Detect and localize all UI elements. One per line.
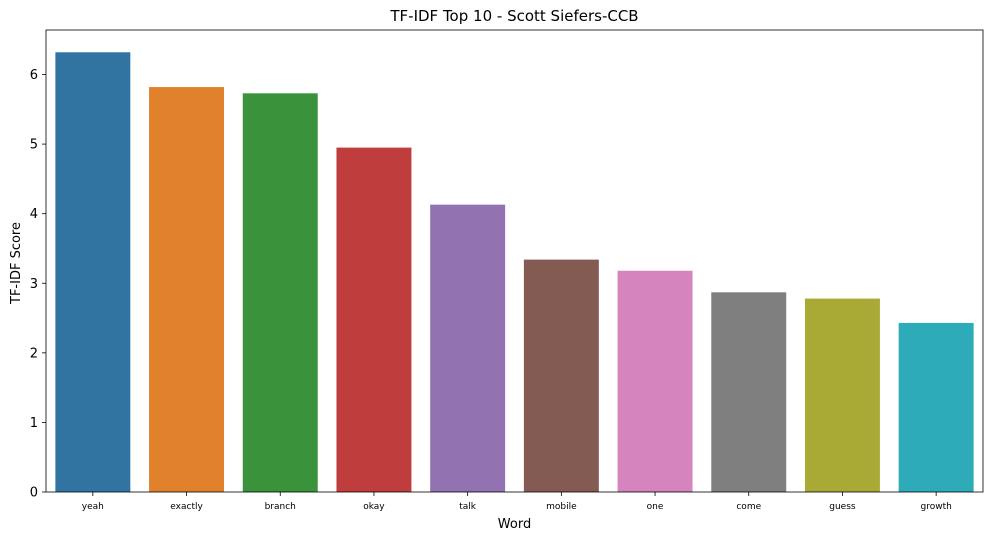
x-tick-label-branch: branch: [265, 502, 296, 512]
bar-mobile: [523, 259, 599, 492]
x-tick-label-talk: talk: [459, 502, 477, 512]
bar-come: [711, 292, 787, 492]
chart-title: TF-IDF Top 10 - Scott Siefers-CCB: [389, 7, 638, 25]
y-tick-label: 2: [30, 346, 38, 361]
y-tick-label: 3: [30, 277, 38, 292]
bar-branch: [242, 93, 318, 493]
x-tick-label-exactly: exactly: [170, 502, 203, 512]
x-tick-label-come: come: [736, 502, 761, 512]
y-tick-label: 1: [30, 416, 38, 431]
x-tick-label-one: one: [647, 502, 664, 512]
bar-guess: [804, 298, 880, 492]
x-tick-label-yeah: yeah: [82, 502, 104, 512]
plot-frame: [45, 29, 984, 493]
bar-one: [617, 270, 693, 492]
bar-exactly: [149, 87, 225, 493]
y-tick-label: 5: [30, 138, 38, 153]
axes-layer: 0 1 2 3 4 5 6 yeah exactly branch okay talk mobile on…: [30, 29, 984, 512]
x-axis-label: Word: [498, 517, 531, 532]
y-tick-label: 4: [30, 207, 38, 222]
y-tick-label: 6: [30, 68, 38, 83]
bar-yeah: [55, 52, 131, 492]
bars-layer: [55, 52, 974, 493]
bar-okay: [336, 147, 412, 493]
x-tick-label-guess: guess: [829, 502, 856, 512]
y-axis-label: TF-IDF Score: [9, 222, 24, 305]
x-tick-label-okay: okay: [363, 502, 385, 512]
bar-growth: [898, 322, 974, 492]
bar-talk: [430, 204, 506, 492]
y-tick-label: 0: [30, 486, 38, 501]
x-tick-label-growth: growth: [920, 502, 951, 512]
x-tick-label-mobile: mobile: [546, 502, 577, 512]
